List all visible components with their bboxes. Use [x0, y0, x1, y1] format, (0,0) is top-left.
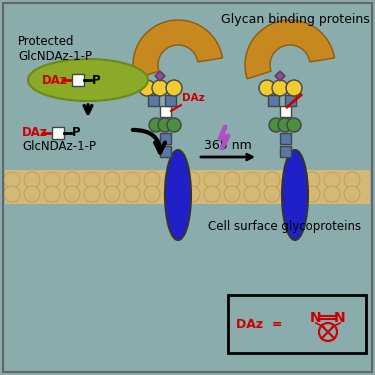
Circle shape [166, 80, 182, 96]
Circle shape [286, 80, 302, 96]
Circle shape [324, 186, 340, 202]
Bar [267, 94, 279, 105]
Text: P: P [72, 126, 81, 140]
Circle shape [158, 118, 172, 132]
Text: DAz  =: DAz = [236, 318, 282, 330]
Text: N: N [310, 311, 322, 325]
Circle shape [264, 186, 280, 202]
Circle shape [184, 186, 200, 202]
Circle shape [324, 172, 340, 188]
Text: 365 nm: 365 nm [204, 139, 252, 152]
Bar [159, 132, 171, 144]
Text: DAz: DAz [42, 74, 68, 87]
Text: Cell surface glycoproteins: Cell surface glycoproteins [209, 220, 362, 233]
Bar [279, 146, 291, 156]
Polygon shape [275, 71, 285, 81]
Circle shape [84, 172, 100, 188]
Polygon shape [155, 71, 165, 81]
Circle shape [104, 186, 120, 202]
Text: GlcNDAz-1-P: GlcNDAz-1-P [22, 141, 96, 153]
Circle shape [44, 186, 60, 202]
Circle shape [204, 172, 220, 188]
Circle shape [84, 186, 100, 202]
Circle shape [259, 80, 275, 96]
Circle shape [304, 172, 320, 188]
Circle shape [287, 118, 301, 132]
Circle shape [284, 172, 300, 188]
Bar [285, 94, 296, 105]
Circle shape [152, 80, 168, 96]
Circle shape [284, 186, 300, 202]
Circle shape [64, 172, 80, 188]
Ellipse shape [165, 150, 191, 240]
Circle shape [124, 186, 140, 202]
Circle shape [167, 118, 181, 132]
Circle shape [44, 172, 60, 188]
Circle shape [144, 186, 160, 202]
Bar [52, 127, 64, 139]
Text: Glycan binding proteins: Glycan binding proteins [220, 13, 369, 26]
Circle shape [144, 172, 160, 188]
Circle shape [344, 172, 360, 188]
Text: P: P [92, 74, 100, 87]
Circle shape [184, 172, 200, 188]
Circle shape [64, 186, 80, 202]
Circle shape [244, 172, 260, 188]
Ellipse shape [28, 59, 148, 101]
Circle shape [139, 80, 155, 96]
Ellipse shape [282, 150, 308, 240]
Circle shape [344, 186, 360, 202]
Circle shape [264, 172, 280, 188]
Text: N: N [334, 311, 346, 325]
Bar [279, 132, 291, 144]
Text: Protected
GlcNDAz-1-P: Protected GlcNDAz-1-P [18, 35, 92, 63]
Bar [72, 74, 84, 86]
Circle shape [204, 186, 220, 202]
Bar [228, 295, 366, 353]
Circle shape [269, 118, 283, 132]
Text: DAz: DAz [182, 93, 205, 103]
Bar [159, 105, 171, 117]
Bar [5, 170, 370, 204]
Circle shape [164, 172, 180, 188]
Circle shape [104, 172, 120, 188]
Circle shape [304, 186, 320, 202]
Bar [279, 105, 291, 117]
Bar [165, 94, 176, 105]
Circle shape [224, 172, 240, 188]
Text: DAz: DAz [22, 126, 48, 140]
Circle shape [244, 186, 260, 202]
Circle shape [24, 172, 40, 188]
Circle shape [24, 186, 40, 202]
Bar [159, 146, 171, 156]
Circle shape [278, 118, 292, 132]
Circle shape [164, 186, 180, 202]
Polygon shape [245, 20, 334, 79]
Circle shape [149, 118, 163, 132]
Circle shape [124, 172, 140, 188]
Circle shape [224, 186, 240, 202]
Circle shape [4, 172, 20, 188]
Bar [147, 94, 159, 105]
Polygon shape [133, 20, 222, 79]
Circle shape [4, 186, 20, 202]
Circle shape [272, 80, 288, 96]
